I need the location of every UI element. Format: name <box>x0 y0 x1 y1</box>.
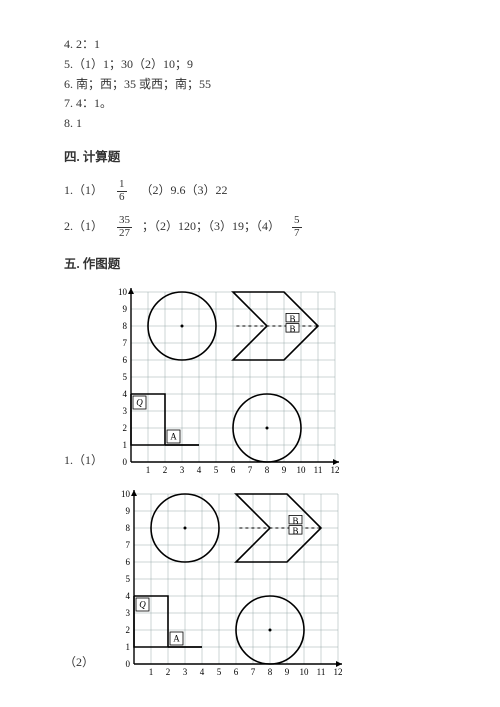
svg-text:1: 1 <box>149 667 154 677</box>
svg-text:7: 7 <box>248 465 253 475</box>
svg-text:5: 5 <box>126 574 131 584</box>
svg-text:8: 8 <box>268 667 273 677</box>
calc-q2-mid: ；（2）120；（3）19；（4） <box>142 219 280 235</box>
svg-text:B: B <box>293 516 299 526</box>
svg-text:10: 10 <box>121 489 131 499</box>
frac-num: 5 <box>292 215 302 228</box>
svg-text:2: 2 <box>126 625 131 635</box>
figure-2-label: （2） <box>64 653 94 670</box>
answer-6: 6. 南；西；35 或西；南；55 <box>64 76 436 93</box>
svg-text:7: 7 <box>126 540 131 550</box>
svg-text:4: 4 <box>200 667 205 677</box>
svg-text:7: 7 <box>123 338 128 348</box>
svg-text:10: 10 <box>118 287 128 297</box>
svg-text:Q: Q <box>139 600 146 610</box>
svg-text:A: A <box>173 634 180 644</box>
figure-1-row: 1.（1） 123456789101112012345678910AQBB <box>64 286 436 478</box>
calc-q1: 1.（1） 1 6 （2）9.6（3）22 <box>64 179 436 203</box>
frac-den: 6 <box>117 192 127 204</box>
section-4-title: 四. 计算题 <box>64 146 436 165</box>
svg-text:10: 10 <box>297 465 307 475</box>
svg-text:6: 6 <box>234 667 239 677</box>
calc-q2-prefix: 2.（1） <box>64 219 103 235</box>
frac-den: 27 <box>117 228 132 240</box>
svg-text:3: 3 <box>126 608 131 618</box>
svg-text:2: 2 <box>166 667 171 677</box>
svg-text:11: 11 <box>317 667 326 677</box>
answer-7: 7. 4：1。 <box>64 95 436 112</box>
svg-text:12: 12 <box>331 465 340 475</box>
svg-text:0: 0 <box>126 659 131 669</box>
calc-q2-frac2: 5 7 <box>292 215 302 239</box>
svg-text:10: 10 <box>300 667 310 677</box>
svg-text:4: 4 <box>197 465 202 475</box>
calc-q1-prefix: 1.（1） <box>64 183 103 199</box>
svg-text:1: 1 <box>146 465 151 475</box>
svg-text:3: 3 <box>123 406 128 416</box>
svg-text:Q: Q <box>136 398 143 408</box>
frac-num: 35 <box>117 215 132 228</box>
svg-text:B: B <box>290 324 296 334</box>
svg-text:2: 2 <box>163 465 168 475</box>
svg-text:9: 9 <box>285 667 290 677</box>
answer-4: 4. 2：1 <box>64 36 436 53</box>
svg-text:A: A <box>170 432 177 442</box>
svg-text:7: 7 <box>251 667 256 677</box>
svg-text:8: 8 <box>123 321 128 331</box>
svg-text:4: 4 <box>123 389 128 399</box>
figure-1-label: 1.（1） <box>64 451 103 468</box>
svg-text:9: 9 <box>123 304 128 314</box>
frac-num: 1 <box>117 179 127 192</box>
calc-q1-frac: 1 6 <box>117 179 127 203</box>
svg-text:6: 6 <box>231 465 236 475</box>
svg-text:6: 6 <box>123 355 128 365</box>
svg-text:12: 12 <box>334 667 343 677</box>
svg-text:8: 8 <box>126 523 131 533</box>
svg-text:5: 5 <box>214 465 219 475</box>
calc-q1-suffix: （2）9.6（3）22 <box>141 183 228 199</box>
calc-q2: 2.（1） 35 27 ；（2）120；（3）19；（4） 5 7 <box>64 215 436 239</box>
svg-text:B: B <box>290 314 296 324</box>
section-5-title: 五. 作图题 <box>64 253 436 272</box>
svg-text:3: 3 <box>180 465 185 475</box>
svg-text:9: 9 <box>282 465 287 475</box>
svg-text:4: 4 <box>126 591 131 601</box>
svg-text:5: 5 <box>123 372 128 382</box>
svg-text:3: 3 <box>183 667 188 677</box>
svg-text:11: 11 <box>314 465 323 475</box>
svg-text:1: 1 <box>126 642 131 652</box>
svg-text:5: 5 <box>217 667 222 677</box>
svg-text:0: 0 <box>123 457 128 467</box>
svg-text:9: 9 <box>126 506 131 516</box>
svg-text:8: 8 <box>265 465 270 475</box>
answer-8: 8. 1 <box>64 115 436 132</box>
grid-figure-1: 123456789101112012345678910AQBB <box>109 286 341 478</box>
svg-text:B: B <box>293 526 299 536</box>
svg-text:1: 1 <box>123 440 128 450</box>
svg-text:6: 6 <box>126 557 131 567</box>
calc-q2-frac: 35 27 <box>117 215 132 239</box>
svg-text:2: 2 <box>123 423 128 433</box>
frac-den: 7 <box>292 228 302 240</box>
figure-2-row: （2） 123456789101112012345678910AQBB <box>64 488 436 680</box>
answer-5: 5.（1）1；30（2）10；9 <box>64 56 436 73</box>
grid-figure-2: 123456789101112012345678910AQBB <box>112 488 344 680</box>
